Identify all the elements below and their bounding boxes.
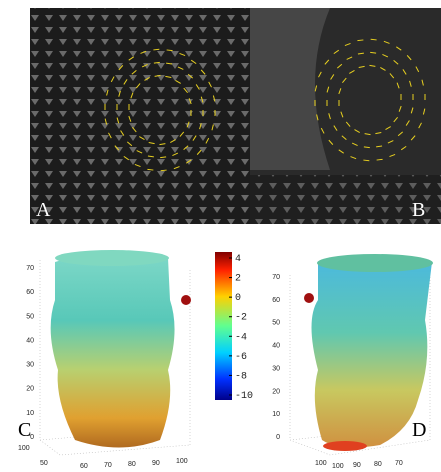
x-tick-label: 70 [104,462,112,469]
x-tick-label: 90 [152,460,160,467]
z-tick-label: 70 [26,265,34,272]
colorbar-tick-label: -6 [235,352,247,363]
colorbar-tick-label: -10 [235,391,253,402]
z-tick-label: 10 [26,410,34,417]
colorbar-tick-label: 4 [235,254,241,265]
colorbar-tick-label: 2 [235,274,241,285]
panel-label: A [36,199,51,221]
z-tick-label: 0 [276,434,280,441]
z-tick-label: 10 [272,411,280,418]
x-tick-label: 50 [40,460,48,467]
x-tick-label: 80 [128,461,136,468]
x-tick-label: 80 [374,461,382,468]
z-tick-label: 20 [272,388,280,395]
marker [181,295,191,305]
z-tick-label: 40 [26,337,34,344]
z-tick-label: 40 [272,343,280,350]
x-tick-label: 100 [332,463,344,470]
x-tick-label: 70 [395,460,403,467]
marker [304,293,314,303]
colorbar-tick-label: -2 [235,313,247,324]
figure: A B C D 420-2-4-6-8-10010203040506070100… [0,0,441,472]
z-tick-label: 30 [26,362,34,369]
colorbar-tick-label: -8 [235,371,247,382]
x-tick-label: 60 [80,463,88,470]
colorbar-tick-label: -4 [235,332,247,343]
colorbar [215,252,232,400]
z-tick-label: 0 [30,434,34,441]
surface-d-rim [317,254,433,272]
z-tick-label: 50 [272,320,280,327]
z-tick-label: 60 [26,289,34,296]
z-tick-label: 30 [272,365,280,372]
surface-c-rim [55,250,169,266]
x-tick-label: 100 [176,458,188,465]
x-tick-label: 100 [315,460,327,467]
surface-d-base [323,441,367,451]
surface-c [51,252,175,447]
panel-label: D [412,419,426,441]
page: {"panels": [ {"label": "A"}, {"label": "… [0,0,441,472]
x-tick-label: 100 [18,445,30,452]
x-tick-label: 90 [353,462,361,469]
z-tick-label: 50 [26,313,34,320]
colorbar-tick-label: 0 [235,293,241,304]
z-tick-label: 20 [26,386,34,393]
z-tick-label: 70 [272,274,280,281]
panel-label: B [412,199,425,221]
z-tick-label: 60 [272,297,280,304]
image-a [30,8,250,224]
